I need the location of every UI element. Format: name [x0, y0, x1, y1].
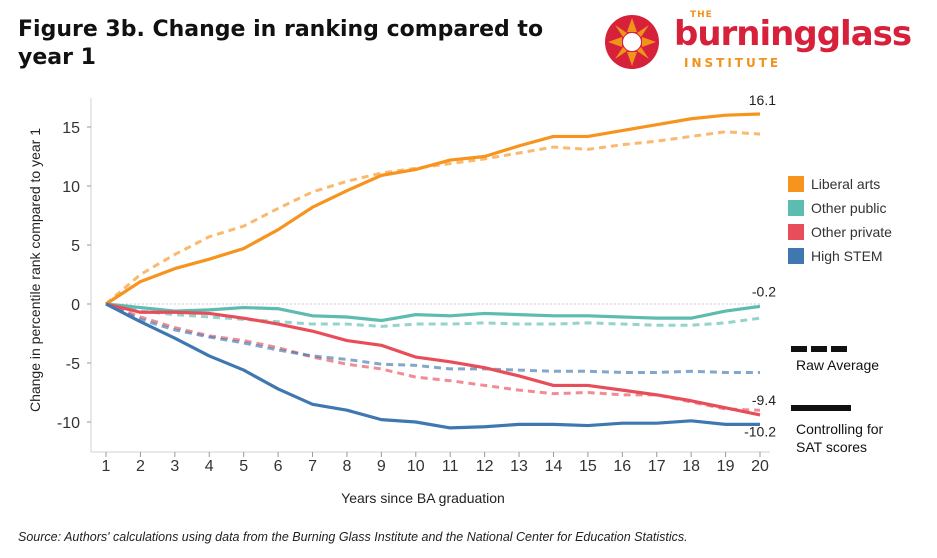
- y-tick-label: -10: [57, 415, 80, 432]
- chart-title: Figure 3b. Change in ranking compared to…: [18, 17, 544, 70]
- x-tick-label: 16: [613, 458, 631, 475]
- logo-word-burning: burning: [674, 14, 818, 54]
- series-line-raw: [105, 302, 760, 430]
- legend-item-other-public: Other public: [788, 199, 886, 217]
- series-line-controlled: [105, 130, 761, 306]
- x-tick-label: 1: [102, 458, 111, 475]
- x-tick-label: 19: [717, 458, 735, 475]
- x-tick-label: 9: [377, 458, 386, 475]
- x-tick-label: 2: [136, 458, 145, 475]
- y-axis-title: Change in percentile rank compared to ye…: [27, 128, 43, 412]
- logo-wordmark: burningglass: [674, 14, 912, 54]
- x-tick-label: 8: [342, 458, 351, 475]
- series-line-controlled: [105, 302, 760, 374]
- source-note: Source: Authors' calculations using data…: [18, 530, 688, 544]
- x-tick-label: 17: [648, 458, 666, 475]
- x-tick-label: 15: [579, 458, 597, 475]
- x-tick-label: 13: [510, 458, 528, 475]
- x-tick-label: 20: [751, 458, 769, 475]
- x-tick-label: 4: [205, 458, 214, 475]
- series-end-label: -10.2: [744, 423, 776, 439]
- x-axis-title: Years since BA graduation: [341, 490, 505, 506]
- x-tick-label: 10: [407, 458, 425, 475]
- legend-swatch: [788, 224, 804, 240]
- x-tick-label: 5: [239, 458, 248, 475]
- legend-item-other-private: Other private: [788, 223, 892, 241]
- x-tick-label: 11: [442, 458, 459, 475]
- series-end-label: -9.4: [752, 392, 776, 408]
- x-tick-label: 3: [170, 458, 179, 475]
- series-line-raw: [105, 302, 761, 323]
- series-end-label: 16.1: [749, 92, 776, 108]
- series-line-raw: [105, 112, 761, 306]
- legend-swatch: [788, 200, 804, 216]
- x-tick-label: 7: [308, 458, 317, 475]
- y-tick-label: 5: [71, 238, 80, 255]
- legend-swatch: [788, 248, 804, 264]
- legend-label: Liberal arts: [811, 176, 881, 192]
- y-tick-label: -5: [66, 356, 80, 373]
- logo-word-glass: glass: [816, 14, 912, 54]
- logo-sun-icon: [605, 15, 659, 69]
- key-controlled-label-1: Controlling for: [796, 421, 884, 437]
- y-tick-label: 0: [71, 297, 80, 314]
- legend-item-high-stem: High STEM: [788, 247, 883, 265]
- key-controlled-label-2: SAT scores: [796, 439, 868, 455]
- x-tick-label: 14: [545, 458, 563, 475]
- legend-item-liberal-arts: Liberal arts: [788, 175, 880, 193]
- x-tick-label: 6: [274, 458, 283, 475]
- legend-label: High STEM: [811, 248, 883, 264]
- series-line-controlled: [105, 302, 761, 328]
- series-end-label: -0.2: [752, 283, 776, 299]
- logo-institute-text: INSTITUTE: [684, 56, 782, 70]
- y-tick-label: 15: [62, 120, 80, 137]
- y-tick-label: 10: [62, 179, 80, 196]
- logo: THE burningglass INSTITUTE: [604, 10, 929, 74]
- key-raw-label: Raw Average: [796, 357, 880, 373]
- x-tick-label: 18: [682, 458, 700, 475]
- legend-swatch: [788, 176, 804, 192]
- x-tick-label: 12: [476, 458, 494, 475]
- logo-the-text: THE: [690, 10, 713, 20]
- legend-label: Other private: [811, 224, 892, 240]
- legend-label: Other public: [811, 200, 887, 216]
- series-line-raw: [105, 302, 761, 417]
